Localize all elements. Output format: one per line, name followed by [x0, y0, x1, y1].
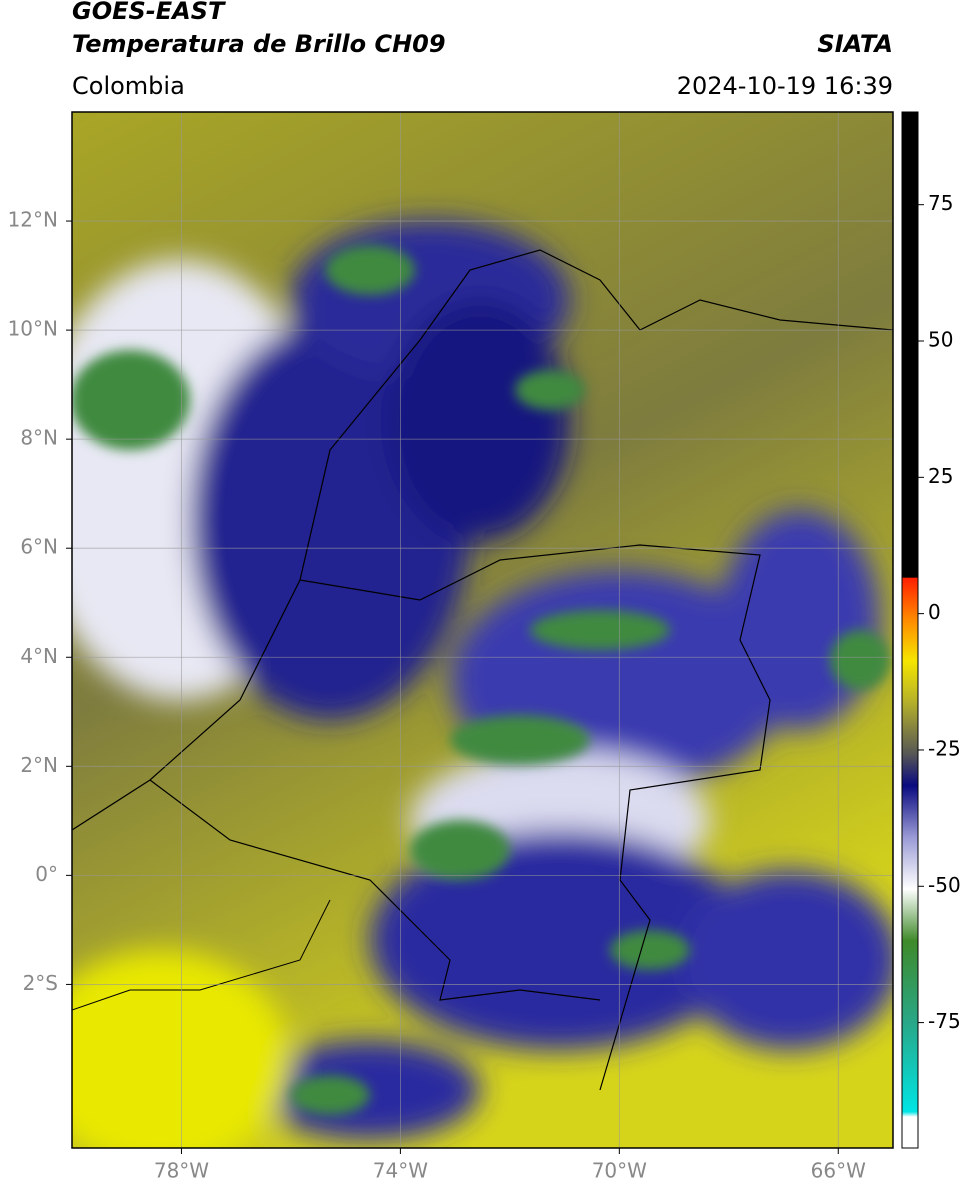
colorbar-tick-label: 0	[928, 600, 941, 624]
title: Temperatura de Brillo CH09	[72, 30, 446, 58]
y-tick-label: 12°N	[8, 208, 58, 232]
colorbar	[901, 111, 919, 1149]
y-tick-label: 4°N	[20, 644, 58, 668]
y-tick-label: 2°N	[20, 753, 58, 777]
map-frame	[71, 111, 894, 1149]
x-tick-label: 66°W	[811, 1159, 866, 1183]
region: Colombia	[72, 72, 185, 100]
colorbar-tick-label: -75	[928, 1009, 961, 1033]
x-tick-label: 70°W	[592, 1159, 647, 1183]
grid	[72, 112, 893, 1148]
title: GOES-EAST	[72, 0, 226, 25]
y-tick-label: 2°S	[23, 971, 58, 995]
y-tick-label: 0°	[35, 862, 58, 886]
y-tick-label: 6°N	[20, 535, 58, 559]
x-tick-label: 78°W	[154, 1159, 209, 1183]
colorbar-tick-label: 50	[928, 328, 953, 352]
y-tick-label: 8°N	[20, 426, 58, 450]
source: SIATA	[817, 30, 893, 58]
colorbar-tick-label: 75	[928, 191, 953, 215]
x-tick-label: 74°W	[373, 1159, 428, 1183]
colorbar-tick-label: 25	[928, 464, 953, 488]
satellite-image	[72, 112, 893, 1148]
colorbar-tick-label: -50	[928, 873, 961, 897]
datetime: 2024-10-19 16:39	[677, 72, 893, 100]
colorbar-tick-label: -25	[928, 736, 961, 760]
y-tick-label: 10°N	[8, 317, 58, 341]
